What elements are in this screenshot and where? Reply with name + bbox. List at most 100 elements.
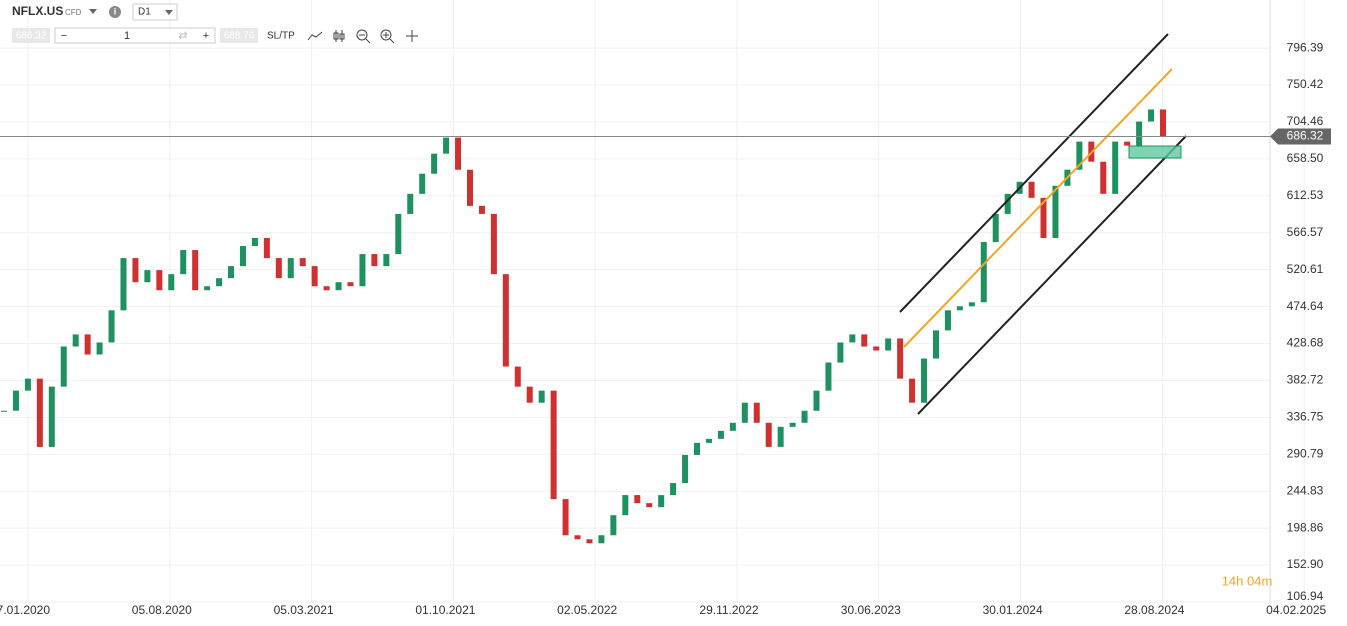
- x-tick-label: 02.05.2022: [557, 603, 617, 617]
- sltp-button[interactable]: SL/TP: [267, 31, 295, 42]
- candle: [646, 503, 653, 508]
- current-price-tag: [1270, 128, 1331, 145]
- y-tick-label: 612.53: [1287, 188, 1324, 202]
- y-tick-label: 198.86: [1287, 520, 1324, 534]
- zoom-out-icon[interactable]: [356, 29, 371, 44]
- candle: [765, 422, 772, 447]
- support-zone[interactable]: [1128, 145, 1182, 159]
- volume-minus[interactable]: −: [61, 30, 67, 42]
- info-glyph: i: [114, 6, 117, 16]
- candle: [502, 274, 509, 367]
- candle: [431, 153, 438, 174]
- candle: [1028, 181, 1035, 198]
- candle: [1124, 141, 1131, 146]
- y-tick-label: 382.72: [1287, 373, 1324, 387]
- candle: [192, 250, 199, 291]
- candle: [574, 535, 581, 540]
- candle: [634, 495, 641, 504]
- x-tick-label: 05.08.2020: [132, 603, 192, 617]
- channel-lower[interactable]: [917, 135, 1187, 415]
- pan-icon[interactable]: [406, 30, 418, 42]
- candle: [347, 282, 354, 287]
- candle: [598, 535, 605, 544]
- channel-upper[interactable]: [899, 33, 1169, 313]
- candle: [108, 310, 115, 343]
- ask-price: 688.76: [224, 31, 255, 42]
- candle: [514, 366, 521, 387]
- candle: [873, 346, 880, 351]
- bid-box[interactable]: [12, 28, 50, 43]
- candle: [132, 258, 139, 283]
- x-tick-label: 30.06.2023: [841, 603, 901, 617]
- candle: [753, 402, 760, 423]
- symbol-dropdown[interactable]: [89, 9, 97, 14]
- candle: [24, 378, 31, 391]
- candle: [550, 390, 557, 500]
- candle: [741, 402, 748, 423]
- x-tick-label: 05.03.2021: [274, 603, 334, 617]
- candle: [849, 334, 856, 343]
- y-tick-label: 750.42: [1287, 77, 1324, 91]
- trend-line[interactable]: [903, 68, 1173, 348]
- candle: [239, 246, 246, 267]
- candle: [1112, 141, 1119, 194]
- timeframe: D1: [138, 7, 151, 18]
- candle: [443, 137, 450, 154]
- x-tick-label: 01.10.2021: [415, 603, 475, 617]
- candle: [216, 278, 223, 287]
- candle: [323, 286, 330, 291]
- candle: [921, 358, 928, 403]
- timeframe-dropdown: [165, 10, 173, 15]
- candle: [944, 310, 951, 331]
- candle: [980, 242, 987, 303]
- candle: [1136, 121, 1143, 146]
- zoom-in-icon[interactable]: [380, 29, 395, 44]
- candle: [335, 282, 342, 291]
- candle: [586, 539, 593, 544]
- volume-input[interactable]: [54, 27, 216, 44]
- y-tick-label: 106.94: [1287, 589, 1324, 603]
- x-tick-label: 07.01.2020: [0, 603, 50, 617]
- ask-box[interactable]: [220, 28, 258, 43]
- candle: [204, 286, 211, 291]
- candle: [263, 238, 270, 259]
- candle: [789, 422, 796, 427]
- candle: [466, 169, 473, 206]
- swap-icon[interactable]: ⇄: [178, 30, 187, 42]
- y-tick-label: 244.83: [1287, 483, 1324, 497]
- x-tick-label: 29.11.2022: [699, 603, 758, 617]
- candle: [1004, 193, 1011, 214]
- candle: [777, 426, 784, 447]
- candle: [968, 302, 975, 307]
- candle: [562, 499, 569, 536]
- candle: [1148, 109, 1155, 122]
- candle: [825, 362, 832, 391]
- volume-plus[interactable]: +: [203, 30, 209, 42]
- bid-price: 686.32: [16, 31, 47, 42]
- candle: [287, 258, 294, 279]
- candle: [275, 258, 282, 279]
- candle: [861, 334, 868, 347]
- candle: [407, 193, 414, 214]
- candle: [897, 338, 904, 379]
- candle: [60, 346, 67, 387]
- candle: [84, 334, 91, 355]
- info-icon[interactable]: [109, 6, 121, 18]
- candle: [1040, 197, 1047, 239]
- line-chart-icon[interactable]: [307, 31, 323, 41]
- candle: [682, 454, 689, 484]
- candle: [1160, 109, 1166, 137]
- candle: [168, 274, 175, 291]
- candle: [395, 213, 402, 255]
- candle: [729, 422, 736, 431]
- candle-icon[interactable]: [333, 30, 345, 42]
- candle: [299, 258, 306, 267]
- y-tick-label: 520.61: [1287, 262, 1324, 276]
- symbol[interactable]: NFLX.US: [12, 4, 63, 18]
- candle: [909, 378, 916, 403]
- candle: [801, 410, 808, 423]
- x-tick-label: 04.02.2025: [1266, 603, 1326, 617]
- candle: [837, 342, 844, 363]
- candle: [885, 338, 892, 351]
- timeframe-select[interactable]: [132, 3, 178, 21]
